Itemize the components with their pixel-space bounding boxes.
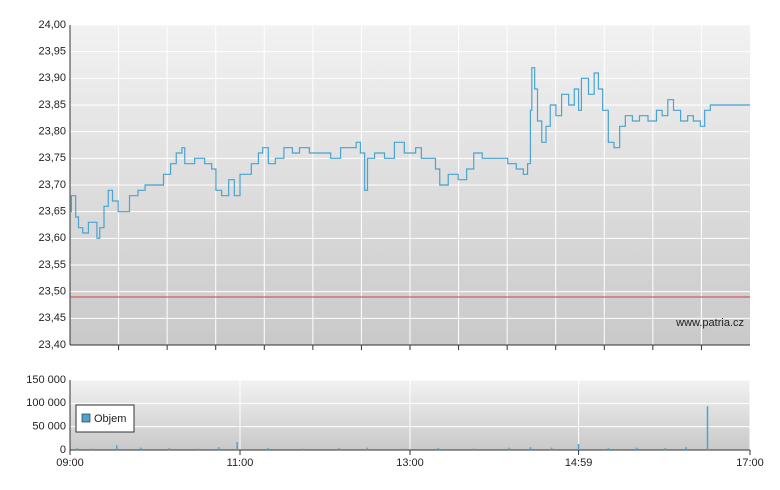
legend-swatch: [81, 413, 91, 423]
volume-bar: [550, 447, 553, 450]
x-tick-label: 17:00: [736, 457, 764, 469]
y-tick-label: 23,95: [38, 46, 66, 58]
volume-bar: [473, 448, 475, 450]
volume-bar: [607, 448, 610, 450]
y-tick-label: 23,60: [38, 232, 66, 244]
volume-bar: [116, 445, 118, 450]
volume-bar: [508, 447, 510, 450]
y-tick-label: 23,55: [38, 259, 66, 271]
volume-bar: [303, 448, 305, 450]
volume-bar: [140, 447, 142, 450]
volume-bar: [402, 448, 404, 450]
volume-bar: [267, 448, 270, 450]
watermark: www.patria.cz: [675, 317, 744, 329]
y-tick-label: 23,70: [38, 179, 66, 191]
x-tick-label: 09:00: [56, 457, 84, 469]
y-tick-label: 100 000: [26, 397, 66, 409]
volume-bar: [664, 448, 666, 450]
y-tick-label: 23,85: [38, 99, 66, 111]
y-tick-label: 24,00: [38, 19, 66, 31]
y-tick-label: 150 000: [26, 374, 66, 386]
volume-bar: [366, 447, 369, 450]
y-tick-label: 0: [60, 444, 66, 456]
volume-bar: [76, 448, 78, 450]
y-tick-label: 50 000: [32, 421, 66, 433]
y-tick-label: 23,90: [38, 72, 66, 84]
volume-bar: [168, 448, 170, 450]
y-tick-label: 23,80: [38, 126, 66, 138]
y-tick-label: 23,75: [38, 152, 66, 164]
volume-bar: [706, 406, 709, 450]
volume-bar: [577, 443, 580, 450]
price-line: [70, 67, 750, 239]
y-tick-label: 23,50: [38, 286, 66, 298]
legend-label: Objem: [94, 413, 126, 425]
y-tick-label: 23,65: [38, 206, 66, 218]
y-tick-label: 23,40: [38, 339, 66, 351]
x-tick-label: 14:59: [565, 457, 593, 469]
x-tick-label: 13:00: [396, 457, 424, 469]
volume-bar: [635, 447, 638, 450]
volume-bar: [196, 448, 199, 450]
volume-bar: [90, 448, 92, 450]
volume-bar: [529, 447, 532, 450]
volume-bar: [338, 448, 340, 450]
y-tick-label: 23,45: [38, 312, 66, 324]
volume-bar: [218, 447, 220, 450]
volume-bar: [685, 447, 687, 450]
x-tick-label: 11:00: [227, 457, 254, 469]
volume-bar: [437, 448, 440, 450]
volume-bar: [236, 442, 238, 450]
